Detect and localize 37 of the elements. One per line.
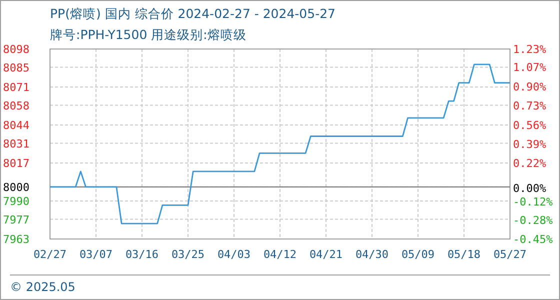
y2-tick-label: 0.56% xyxy=(513,118,546,132)
y-tick-label: 8031 xyxy=(3,137,30,150)
y-tick-label: 8044 xyxy=(3,119,30,132)
x-tick-label: 04/03 xyxy=(217,248,251,261)
y2-tick-label: 0.90% xyxy=(513,80,546,94)
line-series xyxy=(49,64,511,224)
y2-tick-label: 1.23% xyxy=(513,43,546,56)
y2-tick-label: -0.28% xyxy=(513,214,554,227)
x-tick-label: 05/27 xyxy=(493,248,527,261)
y-tick-label: 8085 xyxy=(3,61,30,74)
x-tick-label: 04/21 xyxy=(309,248,343,261)
y-tick-label: 8017 xyxy=(3,157,30,170)
y-tick-label: 7990 xyxy=(3,195,30,208)
x-tick-label: 03/16 xyxy=(125,248,159,261)
y2-tick-label: 0.22% xyxy=(513,157,546,170)
y2-tick-label: 0.00% xyxy=(513,182,546,196)
x-tick-label: 04/12 xyxy=(263,248,297,261)
chart-title: PP(熔喷) 国内 综合价 2024-02-27 - 2024-05-27 xyxy=(50,6,336,21)
x-tick-label: 05/18 xyxy=(447,248,481,261)
y-tick-label: 8000 xyxy=(3,180,30,194)
y2-tick-label: 0.73% xyxy=(513,100,546,113)
x-tick-label: 03/07 xyxy=(79,248,113,261)
y-tick-label: 8058 xyxy=(3,99,30,112)
y2-tick-label: 1.07% xyxy=(513,61,546,74)
y2-tick-label: 0.39% xyxy=(513,138,546,151)
x-tick-label: 03/25 xyxy=(171,248,205,261)
y-tick-label: 8071 xyxy=(3,81,30,94)
y-tick-label: 8098 xyxy=(3,43,30,56)
y2-tick-label: -0.45% xyxy=(513,233,554,246)
x-tick-label: 04/30 xyxy=(355,248,389,261)
y-tick-label: 7977 xyxy=(3,213,30,226)
y2-tick-label: -0.12% xyxy=(513,196,554,209)
x-tick-label: 02/27 xyxy=(33,248,67,261)
x-tick-label: 05/09 xyxy=(401,248,435,261)
text: © 2025.05 xyxy=(10,280,76,294)
y-tick-label: 7963 xyxy=(3,233,30,246)
chart-subtitle: 牌号:PPH-Y1500 用途级别:熔喷级 xyxy=(50,27,246,42)
